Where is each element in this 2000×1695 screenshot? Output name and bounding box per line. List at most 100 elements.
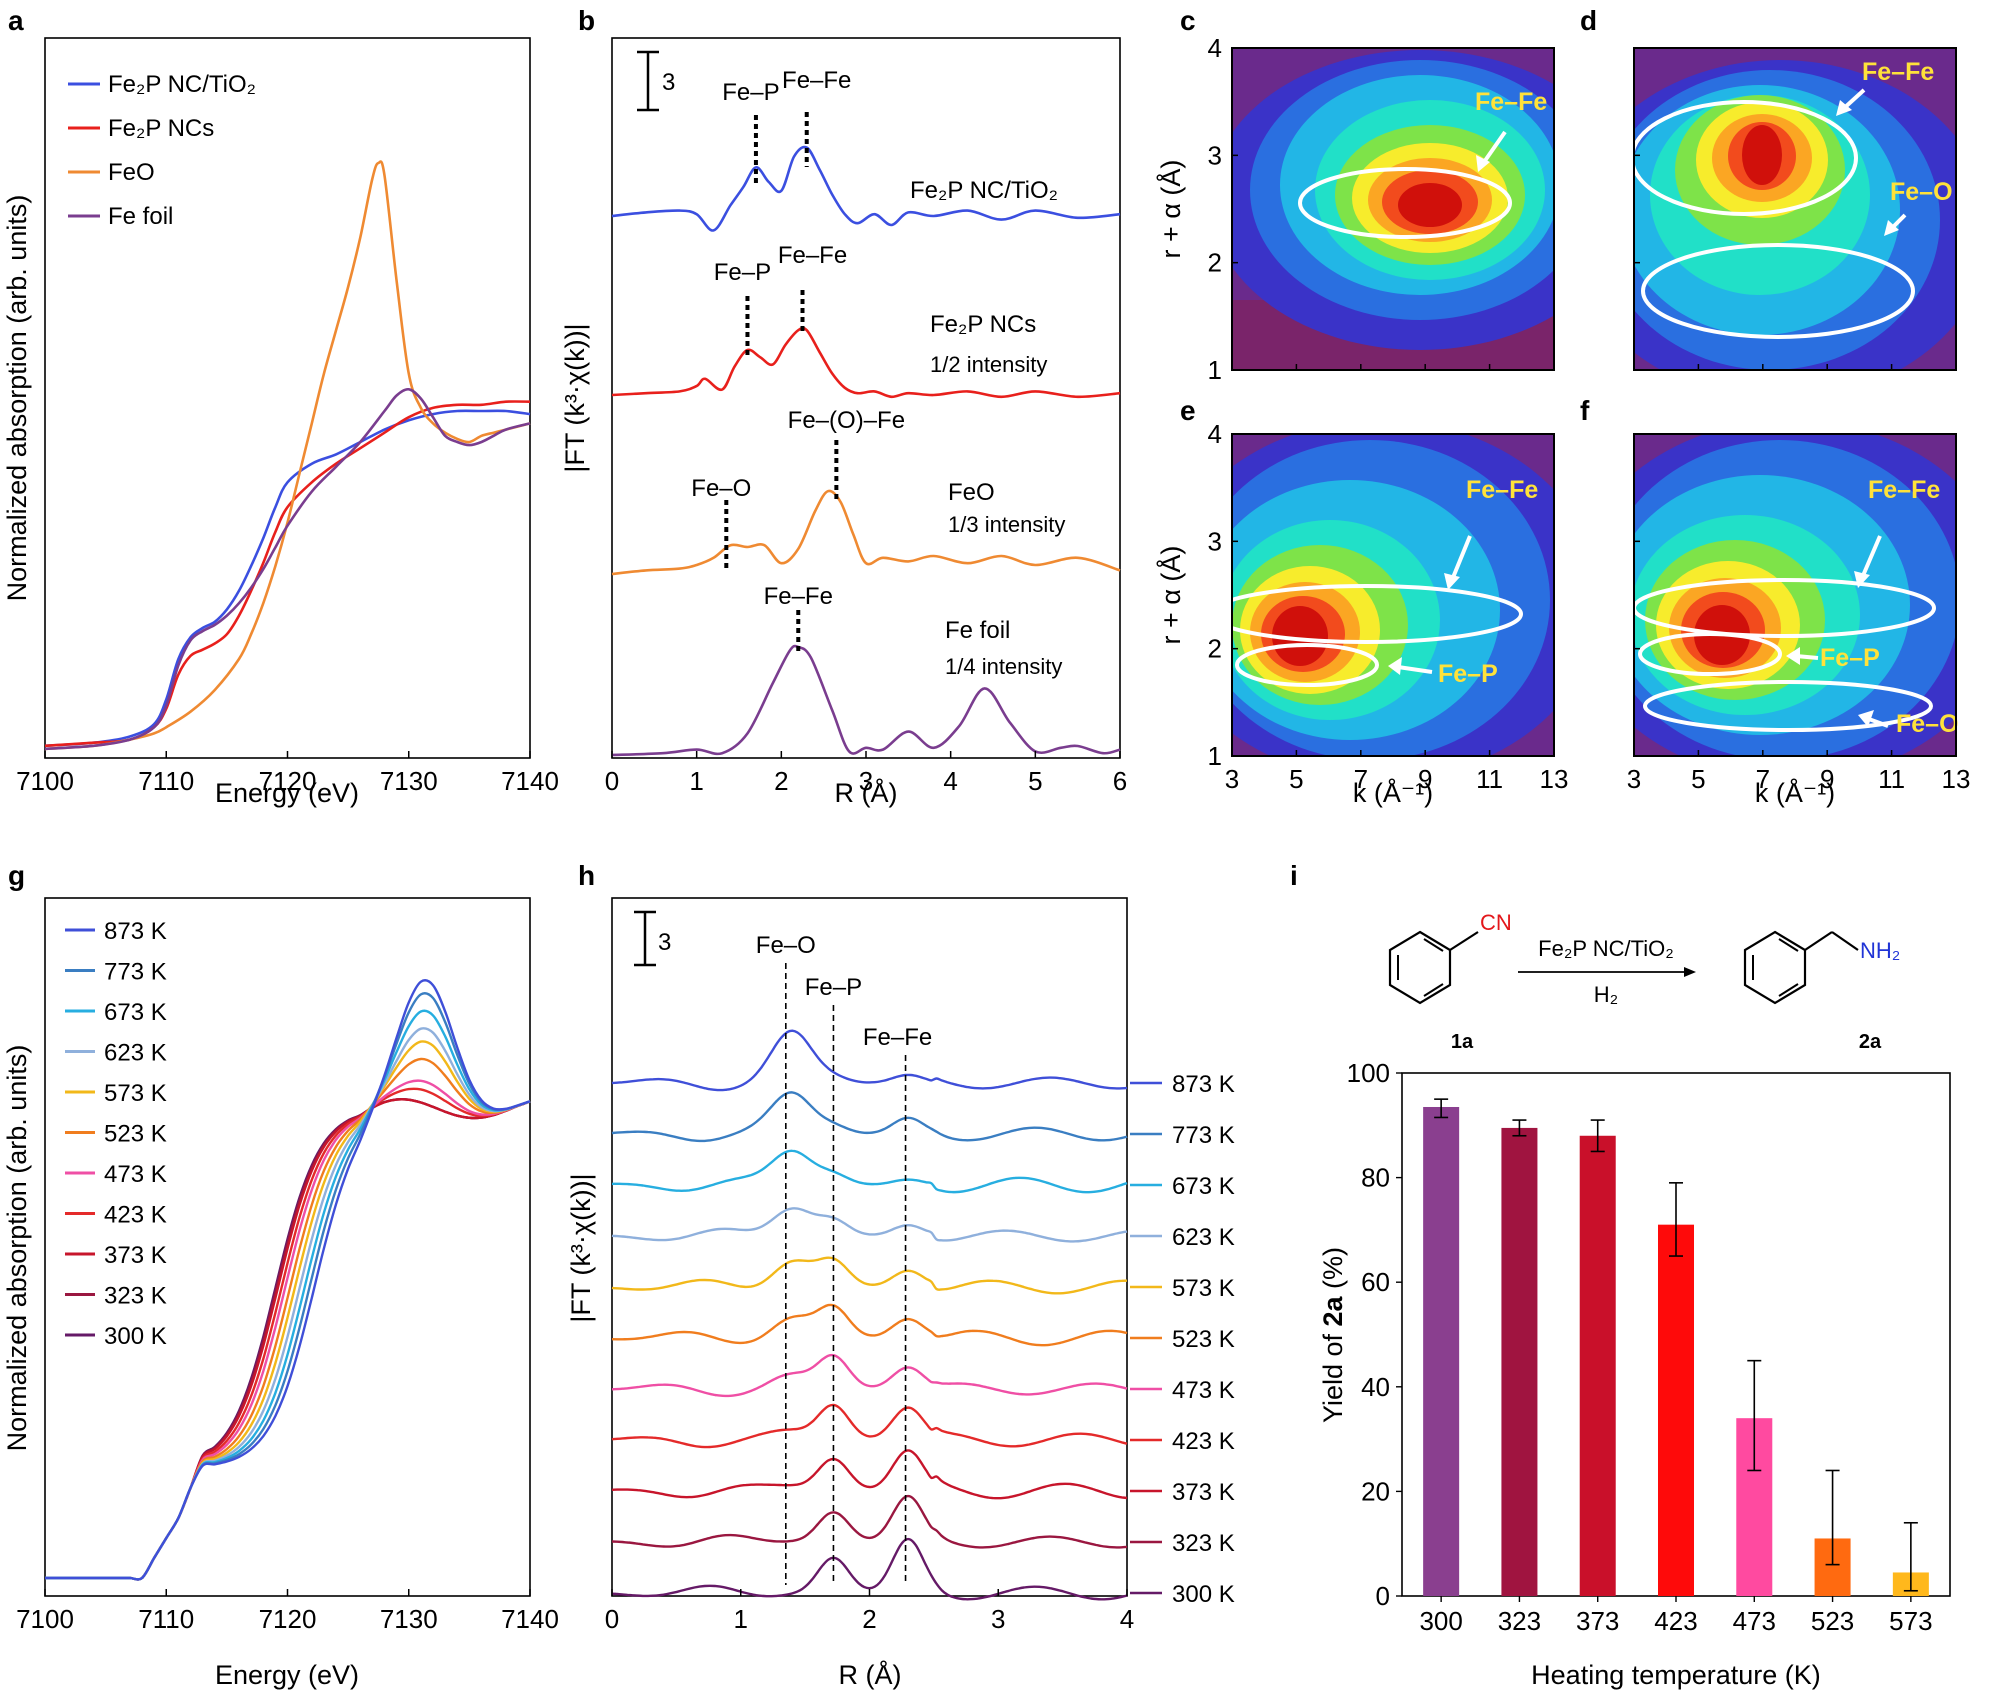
panel-c-frame bbox=[1231, 47, 1555, 371]
panel-h-series-5 bbox=[611, 1256, 1128, 1295]
panel-h-scale-bar: 3 bbox=[634, 910, 671, 967]
panel-g-x-tick-label: 7100 bbox=[16, 1604, 74, 1634]
wt-y-tick-label: 1 bbox=[1208, 741, 1222, 771]
panel-b-marker-label: Fe–Fe bbox=[764, 583, 833, 610]
panel-a-xlabel: Energy (eV) bbox=[215, 778, 359, 808]
panel-label-d: d bbox=[1580, 5, 1597, 36]
panel-g-legend-label: 373 K bbox=[104, 1242, 167, 1269]
panel-h-temperature-label: 373 K bbox=[1172, 1479, 1235, 1506]
panel-g-series-1 bbox=[44, 979, 531, 1581]
wt-y-tick-label: 3 bbox=[1208, 526, 1222, 556]
panel-g-curves bbox=[44, 979, 531, 1581]
panel-i-y-tick-label: 60 bbox=[1361, 1267, 1390, 1297]
panel-i-x-tick-label: 323 bbox=[1498, 1606, 1541, 1636]
panel-i-y-tick-label: 0 bbox=[1376, 1581, 1390, 1611]
panel-label-a: a bbox=[8, 5, 24, 36]
panel-i-reaction-and-bars: CN Fe₂P NC/TiO₂ H₂ NH₂ 1a 2a 0 20 40 60 80 10… bbox=[1318, 910, 1951, 1690]
panel-d-wavelet: Fe–Fe Fe–O bbox=[1630, 47, 1957, 371]
panel-h-series-10 bbox=[611, 1494, 1128, 1549]
panel-b-x-tick-label: 5 bbox=[1028, 766, 1042, 796]
panel-b-marker-label: Fe–(O)–Fe bbox=[788, 407, 905, 434]
panel-b-x-ticks: 0 1 2 3 4 5 6 bbox=[605, 751, 1127, 796]
panel-g-x-ticks: 7100 7110 7120 7130 7140 bbox=[16, 1589, 559, 1634]
panel-f-label-fe-p: Fe–P bbox=[1820, 644, 1880, 672]
panel-c-wavelet: Fe–Fe bbox=[1231, 47, 1555, 371]
wt-x-tick-label: 9 bbox=[1820, 764, 1834, 794]
panel-g-x-tick-label: 7130 bbox=[380, 1604, 438, 1634]
panel-a-frame bbox=[44, 37, 531, 759]
panel-g-x-tick-label: 7120 bbox=[259, 1604, 317, 1634]
panel-g-legend-label: 573 K bbox=[104, 1080, 167, 1107]
panel-a-xanes: 7100 7110 7120 7130 7140 Energy (eV) Normali… bbox=[2, 37, 559, 808]
panel-h-temperature-label: 623 K bbox=[1172, 1224, 1235, 1251]
panel-label-h: h bbox=[578, 860, 595, 891]
panel-e-xlabel: k (Å⁻¹) bbox=[1353, 777, 1433, 808]
panel-h-x-tick-label: 3 bbox=[991, 1604, 1005, 1634]
panel-i-x-tick-label: 373 bbox=[1576, 1606, 1619, 1636]
wt-y-tick-label: 3 bbox=[1208, 140, 1222, 170]
panel-label-i: i bbox=[1290, 860, 1298, 891]
panel-f-arrowhead-1 bbox=[1854, 571, 1870, 588]
reaction-arrow: Fe₂P NC/TiO₂ H₂ bbox=[1518, 936, 1696, 1007]
product-nh2-group: NH₂ bbox=[1860, 938, 1900, 963]
panel-e-label-fe-fe: Fe–Fe bbox=[1466, 476, 1538, 504]
panel-b-marker-label: Fe–Fe bbox=[778, 242, 847, 269]
panel-h-xlabel: R (Å) bbox=[839, 1659, 902, 1690]
panel-i-y-ticks: 0 20 40 60 80 100 bbox=[1347, 1058, 1402, 1611]
panel-b-frame bbox=[611, 37, 1121, 759]
wt-x-tick-label: 3 bbox=[1225, 764, 1239, 794]
panel-h-series-6 bbox=[611, 1303, 1128, 1347]
panel-d-frame bbox=[1633, 47, 1957, 371]
panel-g-xlabel: Energy (eV) bbox=[215, 1660, 359, 1690]
panel-b-x-tick-label: 6 bbox=[1113, 766, 1127, 796]
panel-f-xlabel: k (Å⁻¹) bbox=[1755, 777, 1835, 808]
panel-label-c: c bbox=[1180, 5, 1196, 36]
panel-f-wavelet: Fe–Fe Fe–P Fe–O bbox=[1632, 433, 1959, 757]
panel-i-ylabel-bold: 2a bbox=[1318, 1295, 1348, 1326]
panel-h-series-11 bbox=[611, 1537, 1128, 1601]
b-curve-note-4: 1/4 intensity bbox=[945, 654, 1062, 679]
panel-b-series-4 bbox=[611, 644, 1121, 757]
panel-label-b: b bbox=[578, 5, 595, 36]
panel-a-x-tick-label: 7130 bbox=[380, 766, 438, 796]
panel-h-series-2 bbox=[611, 1091, 1128, 1143]
panel-i-y-tick-label: 20 bbox=[1361, 1476, 1390, 1506]
legend-a-item-1: Fe₂P NC/TiO₂ bbox=[108, 71, 256, 98]
panel-e-frame bbox=[1231, 433, 1555, 757]
panel-i-ylabel: Yield of 2a (%) bbox=[1318, 1247, 1348, 1423]
legend-a-item-4: Fe foil bbox=[108, 203, 173, 230]
panel-h-marker-label: Fe–O bbox=[756, 932, 816, 959]
panel-i-x-ticks: 300 323 373 423 473 523 573 bbox=[1419, 1596, 1933, 1636]
panel-f-label-fe-fe: Fe–Fe bbox=[1868, 476, 1940, 504]
panel-h-series-7 bbox=[611, 1353, 1128, 1398]
panel-i-x-tick-label: 523 bbox=[1811, 1606, 1854, 1636]
panel-b-xlabel: R (Å) bbox=[835, 777, 898, 808]
panel-g-x-tick-label: 7110 bbox=[138, 1604, 194, 1634]
panel-e-contours bbox=[1232, 434, 1554, 756]
b-curve-label-3: FeO bbox=[948, 479, 995, 506]
panel-h-markers: Fe–O Fe–PFe–Fe bbox=[756, 932, 932, 1585]
panel-e-arrow-2 bbox=[1397, 665, 1433, 674]
wavelet-axes: 1 2 3 4 3 5 7 9 11 13 1 2 3 4 3 5 7 9 11 13 bbox=[1208, 33, 1971, 794]
panel-h-temperature-label: 773 K bbox=[1172, 1122, 1235, 1149]
wt-x-tick-label: 13 bbox=[1540, 764, 1569, 794]
panel-c-contours bbox=[1232, 50, 1554, 370]
panel-i-bars bbox=[1423, 1098, 1929, 1596]
panel-h-scale-bar-label: 3 bbox=[658, 929, 671, 956]
panel-e-arrowhead-2 bbox=[1388, 657, 1402, 675]
wt-y-tick-label: 4 bbox=[1208, 33, 1222, 63]
panel-d-label-fe-o: Fe–O bbox=[1890, 178, 1953, 206]
panel-label-e: e bbox=[1180, 395, 1196, 426]
panel-e-fe-fe-ellipse bbox=[1209, 584, 1523, 644]
panel-a-x-ticks: 7100 7110 7120 7130 7140 bbox=[16, 751, 559, 796]
panel-g-temperature-xanes: 873 K 773 K 673 K 623 K 573 K 523 K 473 K 423 K… bbox=[2, 897, 559, 1690]
panel-f-fe-o-ellipse bbox=[1643, 680, 1933, 732]
panel-i-y-tick-label: 100 bbox=[1347, 1058, 1390, 1088]
panel-a-series-1 bbox=[44, 409, 531, 748]
panel-h-temperature-label: 673 K bbox=[1172, 1173, 1235, 1200]
reaction-catalyst: Fe₂P NC/TiO₂ bbox=[1538, 936, 1674, 961]
panel-b-marker-label: Fe–P bbox=[722, 79, 779, 106]
panel-i-y-tick-label: 80 bbox=[1361, 1163, 1390, 1193]
